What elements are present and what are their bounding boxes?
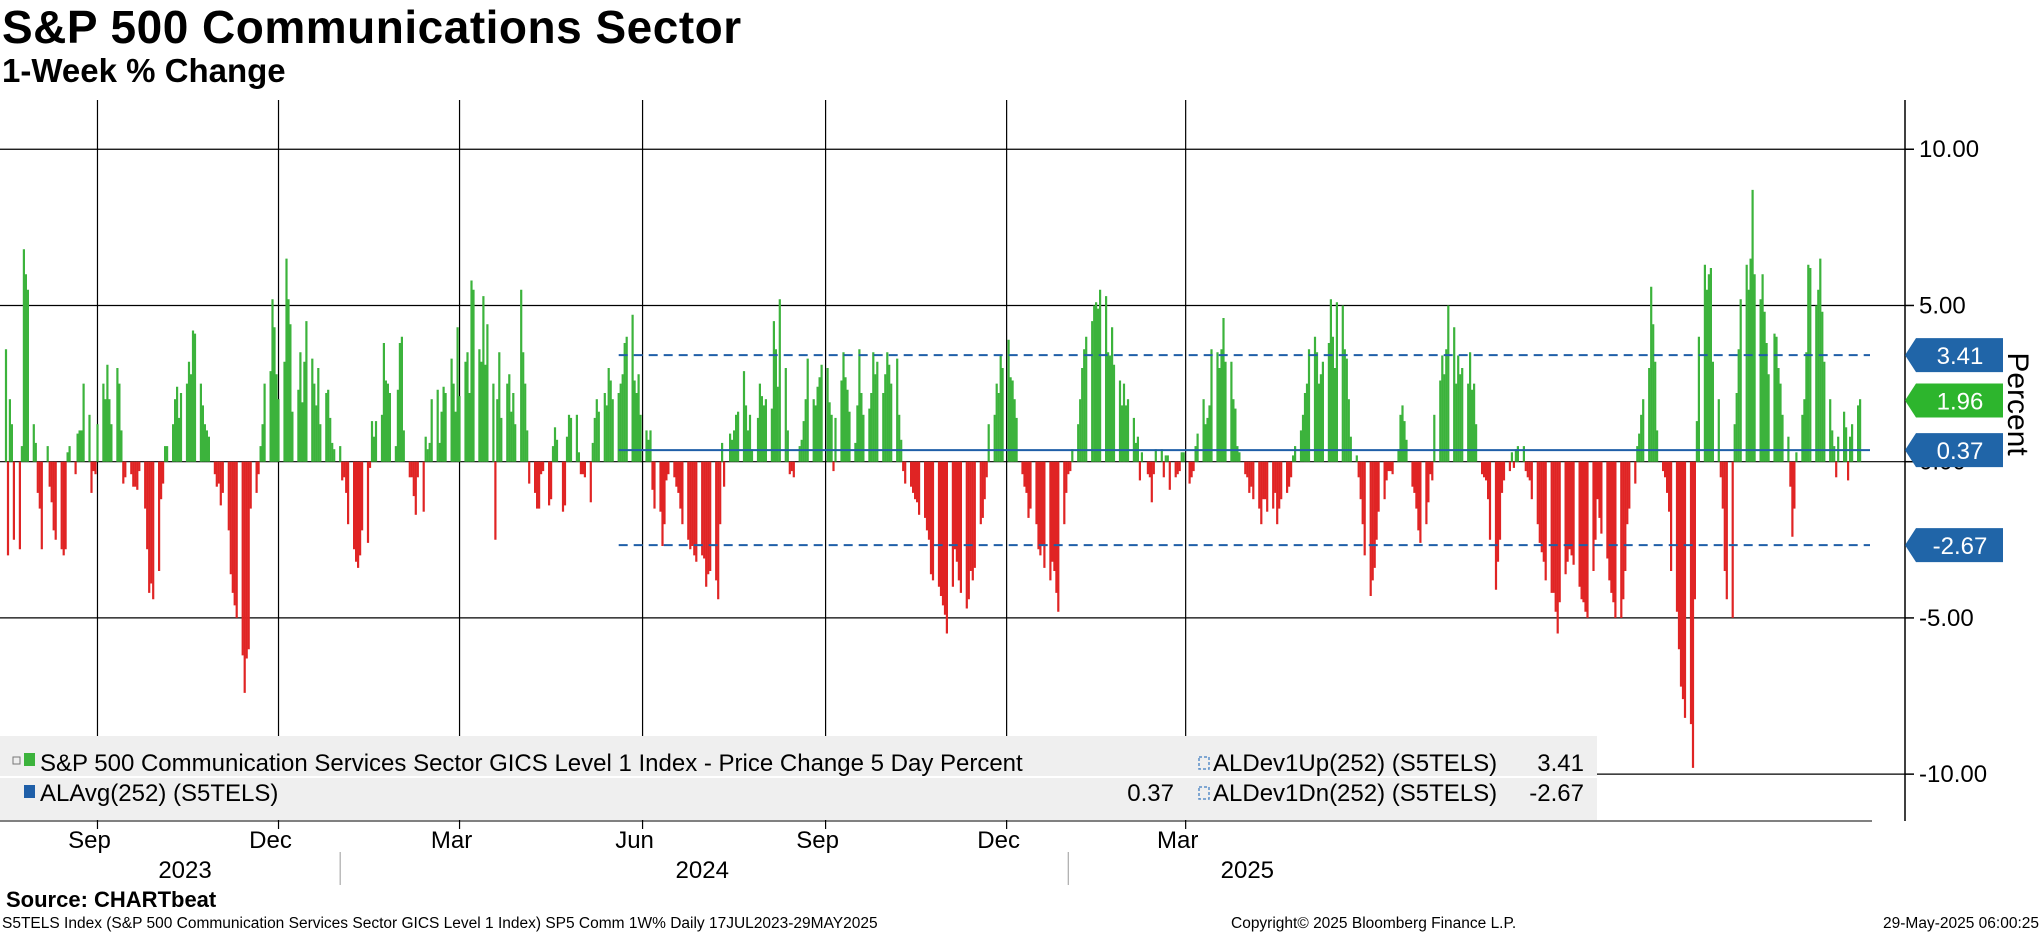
x-tick-label: Dec — [249, 827, 292, 854]
x-tick-label: Mar — [431, 827, 472, 854]
legend-swatch-aldev-up — [1198, 756, 1210, 770]
y-axis: 10.005.000.00-5.00-10.003.410.37-2.671.9… — [1904, 100, 2003, 821]
legend-swatch-aldev-dn — [1198, 786, 1210, 800]
value-badge: -2.67 — [1905, 528, 2003, 563]
legend: S&P 500 Communication Services Sector GI… — [0, 736, 1597, 820]
legend-collapse-icon[interactable] — [12, 756, 21, 765]
y-tick-label: -5.00 — [1919, 605, 1974, 632]
source-note: Source: CHARTbeat — [6, 887, 217, 912]
legend-swatch-alavg — [24, 785, 35, 798]
value-badge: 1.96 — [1905, 383, 2003, 418]
legend-value-aldev-dn: -2.67 — [1529, 780, 1584, 807]
x-tick-label: Sep — [796, 827, 839, 854]
value-badge-shape — [1905, 528, 2003, 563]
value-badge-label: 1.96 — [1937, 388, 1984, 415]
overlay-lines — [618, 354, 1870, 547]
bar-series — [4, 189, 1862, 768]
value-badge-shape — [1905, 338, 2003, 373]
value-badge: 3.41 — [1905, 338, 2003, 373]
x-tick-label: Sep — [68, 827, 111, 854]
y-tick-label: 10.00 — [1919, 136, 1979, 163]
legend-value-alavg: 0.37 — [1127, 780, 1174, 807]
legend-label-aldev-dn: ALDev1Dn(252) (S5TELS) — [1213, 780, 1497, 807]
footer-copyright: Copyright© 2025 Bloomberg Finance L.P. — [1231, 915, 1517, 932]
value-badge-shape — [1905, 383, 2003, 418]
legend-row-divider — [0, 776, 1597, 778]
legend-label-aldev-up: ALDev1Up(252) (S5TELS) — [1213, 750, 1497, 777]
y-tick-label: -10.00 — [1919, 761, 1987, 788]
x-tick-label: Mar — [1157, 827, 1198, 854]
y-axis-label: Percent — [2001, 352, 2034, 456]
value-badge: 0.37 — [1905, 433, 2003, 468]
x-year-label: 2024 — [676, 857, 729, 884]
chart-title: S&P 500 Communications Sector — [2, 1, 742, 53]
x-year-label: 2025 — [1221, 857, 1274, 884]
x-axis: Sep Dec Mar Jun Sep Dec Mar 2023 2024 2025 — [0, 820, 1872, 885]
value-badge-label: 0.37 — [1937, 438, 1984, 465]
value-badge-label: 3.41 — [1937, 343, 1984, 370]
footer-timestamp: 29-May-2025 06:00:25 — [1883, 915, 2039, 932]
y-tick-label: 5.00 — [1919, 292, 1966, 319]
x-tick-label: Jun — [615, 827, 654, 854]
legend-label-price-change: S&P 500 Communication Services Sector GI… — [40, 750, 1023, 777]
x-tick-label: Dec — [977, 827, 1020, 854]
x-year-label: 2023 — [158, 857, 211, 884]
value-badge-label: -2.67 — [1933, 533, 1988, 560]
legend-label-alavg: ALAvg(252) (S5TELS) — [40, 780, 278, 807]
legend-value-aldev-up: 3.41 — [1537, 750, 1584, 777]
legend-swatch-price-change — [24, 753, 35, 766]
chart-subtitle: 1-Week % Change — [2, 52, 286, 89]
footer-index-description: S5TELS Index (S&P 500 Communication Serv… — [2, 915, 878, 932]
y-axis-title: Percent — [2001, 352, 2034, 456]
value-badge-shape — [1905, 433, 2003, 468]
